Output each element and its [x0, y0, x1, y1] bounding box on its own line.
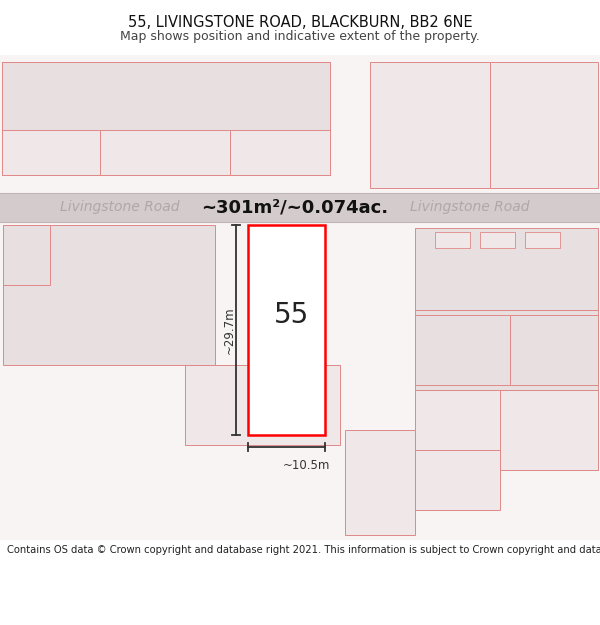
Bar: [435, 232, 470, 248]
Bar: [415, 315, 510, 385]
Bar: [2, 62, 330, 175]
Text: Contains OS data © Crown copyright and database right 2021. This information is : Contains OS data © Crown copyright and d…: [7, 545, 600, 555]
Bar: [2, 62, 100, 175]
Text: Map shows position and indicative extent of the property.: Map shows position and indicative extent…: [120, 30, 480, 43]
Bar: [415, 310, 598, 390]
Bar: [248, 225, 325, 435]
Bar: [3, 225, 215, 365]
Bar: [3, 225, 50, 285]
Bar: [480, 232, 515, 248]
Bar: [415, 450, 500, 510]
Bar: [345, 430, 415, 535]
Text: ~29.7m: ~29.7m: [223, 306, 235, 354]
Bar: [100, 62, 230, 175]
Bar: [525, 232, 560, 248]
Bar: [415, 228, 598, 310]
Bar: [2, 62, 330, 130]
Bar: [230, 62, 330, 175]
Bar: [185, 365, 340, 445]
Bar: [510, 315, 598, 385]
Text: Livingstone Road: Livingstone Road: [410, 201, 530, 214]
Bar: [490, 62, 598, 188]
Text: 55, LIVINGSTONE ROAD, BLACKBURN, BB2 6NE: 55, LIVINGSTONE ROAD, BLACKBURN, BB2 6NE: [128, 15, 472, 30]
Bar: [370, 62, 490, 188]
Bar: [0, 193, 600, 222]
Text: Livingstone Road: Livingstone Road: [60, 201, 180, 214]
Text: ~10.5m: ~10.5m: [283, 459, 330, 472]
Bar: [500, 390, 598, 470]
Text: 55: 55: [274, 301, 309, 329]
Bar: [415, 390, 535, 450]
Text: ~301m²/~0.074ac.: ~301m²/~0.074ac.: [202, 199, 389, 216]
